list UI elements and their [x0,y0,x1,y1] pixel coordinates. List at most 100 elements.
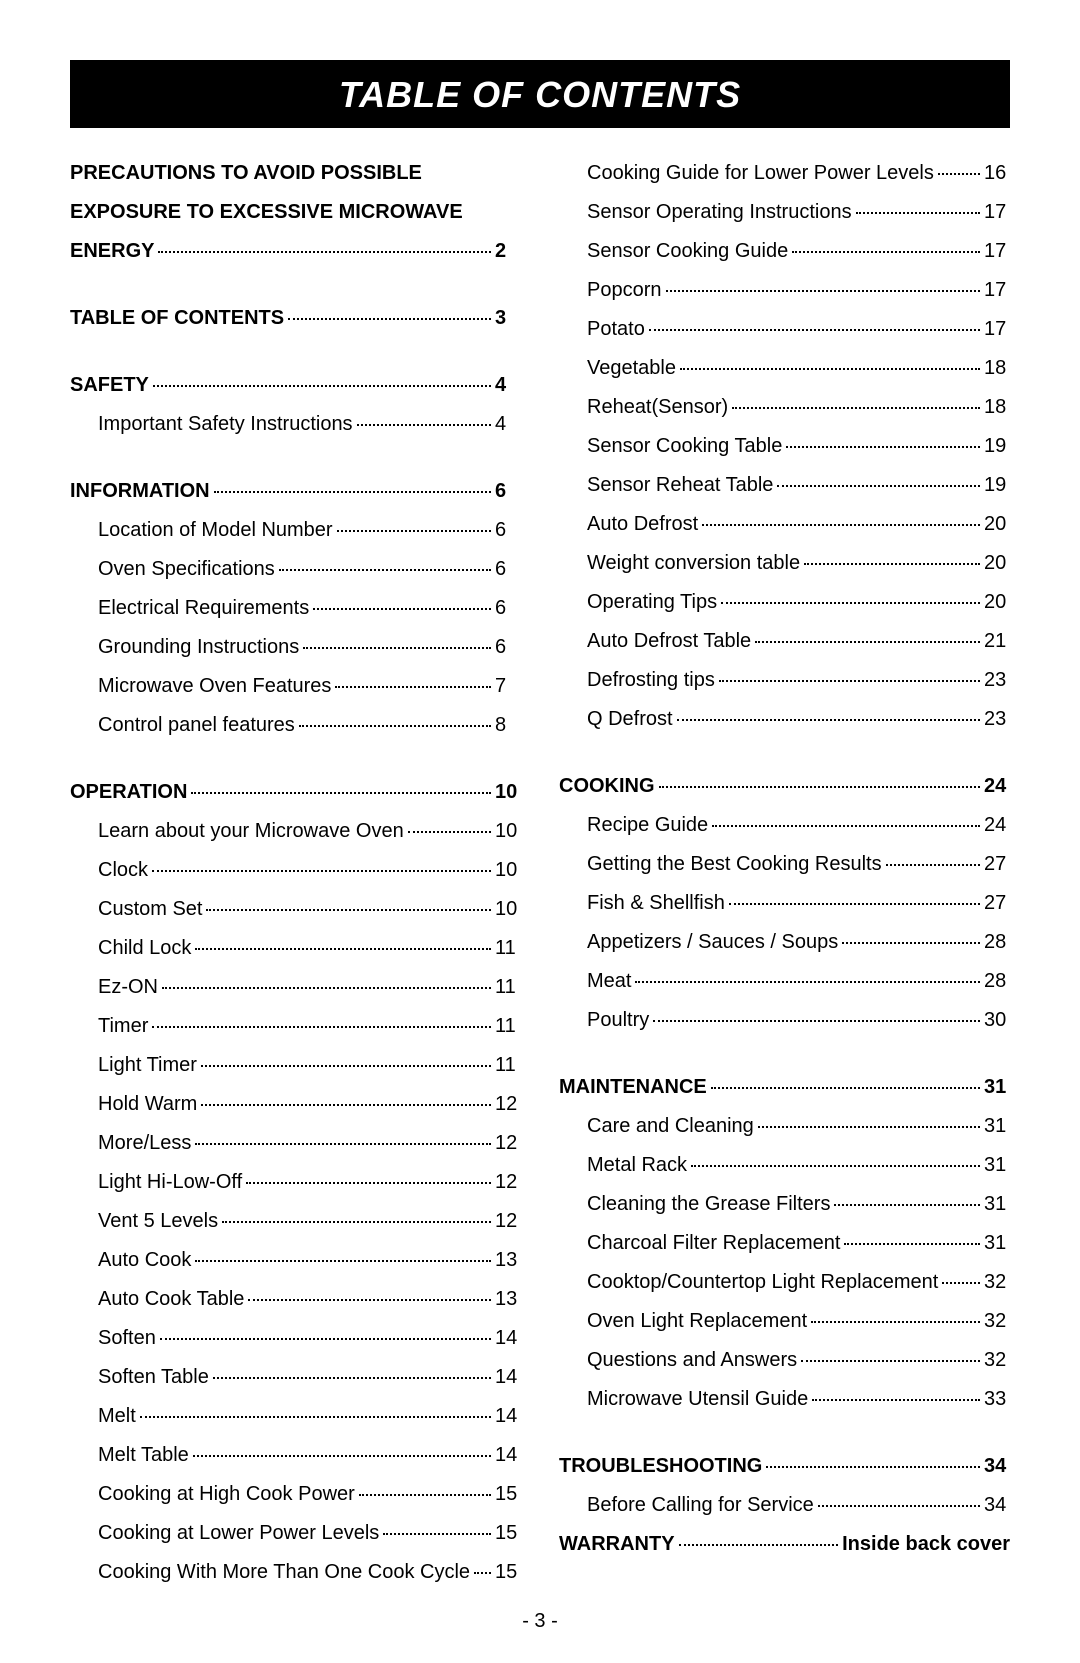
toc-dots [712,825,980,827]
toc-dots [214,491,491,493]
toc-row: Appetizers / Sauces / Soups28 [559,923,1010,962]
toc-dots [201,1104,491,1106]
toc-row: SAFETY4 [70,366,521,405]
toc-label: Vent 5 Levels [70,1202,218,1241]
toc-label: Hold Warm [70,1085,197,1124]
toc-dots [313,608,491,610]
toc-row: Soften Table14 [70,1358,521,1397]
toc-dots [711,1087,980,1089]
toc-dots [288,318,491,320]
toc-label: Recipe Guide [559,806,708,845]
toc-dots [383,1533,491,1535]
toc-row: Sensor Operating Instructions17 [559,193,1010,232]
toc-page: 34 [984,1486,1010,1525]
toc-row: Cooking With More Than One Cook Cycle15 [70,1553,521,1592]
toc-row: Location of Model Number6 [70,511,521,550]
toc-label: WARRANTY [559,1525,675,1564]
toc-section: COOKING24Recipe Guide24Getting the Best … [559,767,1010,1040]
toc-page: 31 [984,1224,1010,1263]
toc-dots [792,251,980,253]
toc-page: 31 [984,1068,1010,1107]
toc-row: Before Calling for Service 34 [559,1486,1010,1525]
toc-page: 12 [495,1202,521,1241]
toc-label: Light Hi-Low-Off [70,1163,242,1202]
toc-dots [844,1243,980,1245]
toc-label: ENERGY [70,232,154,271]
toc-dots [702,524,980,526]
toc-dots [811,1321,980,1323]
toc-label: Cooking at Lower Power Levels [70,1514,379,1553]
toc-label: Oven Light Replacement [559,1302,807,1341]
toc-row: Light Hi-Low-Off 12 [70,1163,521,1202]
toc-label: Soften Table [70,1358,209,1397]
toc-dots [195,1260,491,1262]
toc-page: 6 [495,628,521,667]
toc-row: More/Less12 [70,1124,521,1163]
toc-page: 3 [495,299,521,338]
toc-label: EXPOSURE TO EXCESSIVE MICROWAVE [70,193,463,232]
toc-section: INFORMATION6Location of Model Number6Ove… [70,472,521,745]
title-bar: Table Of Contents [70,60,1010,128]
toc-dots [766,1466,980,1468]
toc-page: 18 [984,349,1010,388]
toc-label: Clock [70,851,148,890]
toc-page: 11 [495,968,521,1007]
toc-row: Weight conversion table20 [559,544,1010,583]
toc-dots [777,485,980,487]
toc-label: Appetizers / Sauces / Soups [559,923,838,962]
toc-label: Getting the Best Cooking Results [559,845,882,884]
toc-page: 11 [495,1046,521,1085]
toc-row: Meat28 [559,962,1010,1001]
toc-dots [804,563,980,565]
toc-row: Vent 5 Levels 12 [70,1202,521,1241]
toc-page: Inside back cover [842,1525,1010,1564]
toc-dots [677,719,980,721]
toc-page: 30 [984,1001,1010,1040]
toc-label: Grounding Instructions [70,628,299,667]
toc-dots [834,1204,980,1206]
toc-dots [729,903,980,905]
toc-label: Reheat(Sensor) [559,388,728,427]
toc-label: Operating Tips [559,583,717,622]
toc-dots [195,948,491,950]
toc-row: MAINTENANCE31 [559,1068,1010,1107]
toc-label: INFORMATION [70,472,210,511]
toc-dots [721,602,980,604]
toc-row: Fish & Shellfish27 [559,884,1010,923]
toc-section: MAINTENANCE31Care and Cleaning31Metal Ra… [559,1068,1010,1419]
toc-dots [206,909,491,911]
toc-dots [659,786,980,788]
toc-label: Questions and Answers [559,1341,797,1380]
toc-row: INFORMATION6 [70,472,521,511]
toc-label: Location of Model Number [70,511,333,550]
toc-dots [653,1020,980,1022]
toc-row: TABLE OF CONTENTS3 [70,299,521,338]
toc-label: Soften [70,1319,156,1358]
toc-dots [193,1455,491,1457]
toc-dots [337,530,491,532]
toc-row: Getting the Best Cooking Results 27 [559,845,1010,884]
toc-row: Melt14 [70,1397,521,1436]
toc-page: 4 [495,366,521,405]
toc-dots [213,1377,491,1379]
toc-row: Hold Warm12 [70,1085,521,1124]
toc-page: 27 [984,845,1010,884]
toc-page: 31 [984,1107,1010,1146]
toc-page: 32 [984,1341,1010,1380]
toc-dots [649,329,980,331]
toc-label: Before Calling for Service [559,1486,814,1525]
toc-dots [818,1505,980,1507]
toc-label: Charcoal Filter Replacement [559,1224,840,1263]
toc-page: 20 [984,583,1010,622]
toc-page: 10 [495,773,521,812]
toc-row: Sensor Cooking Table19 [559,427,1010,466]
toc-dots [246,1182,491,1184]
toc-page: 14 [495,1436,521,1475]
toc-page: 13 [495,1241,521,1280]
toc-page: 12 [495,1163,521,1202]
toc-row: COOKING24 [559,767,1010,806]
toc-page: 15 [495,1514,521,1553]
toc-row: Learn about your Microwave Oven10 [70,812,521,851]
toc-label: Ez-ON [70,968,158,1007]
toc-label: Timer [70,1007,148,1046]
